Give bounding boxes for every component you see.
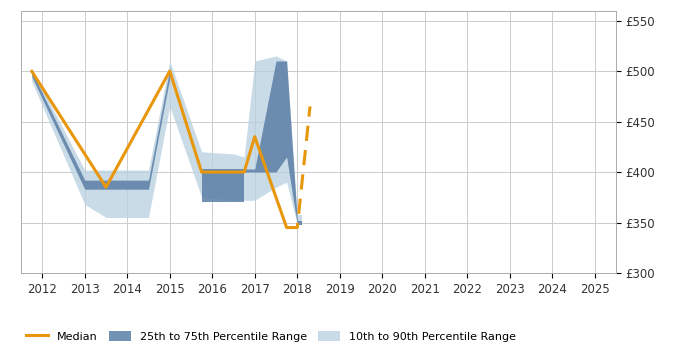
- Legend: Median, 25th to 75th Percentile Range, 10th to 90th Percentile Range: Median, 25th to 75th Percentile Range, 1…: [21, 327, 521, 346]
